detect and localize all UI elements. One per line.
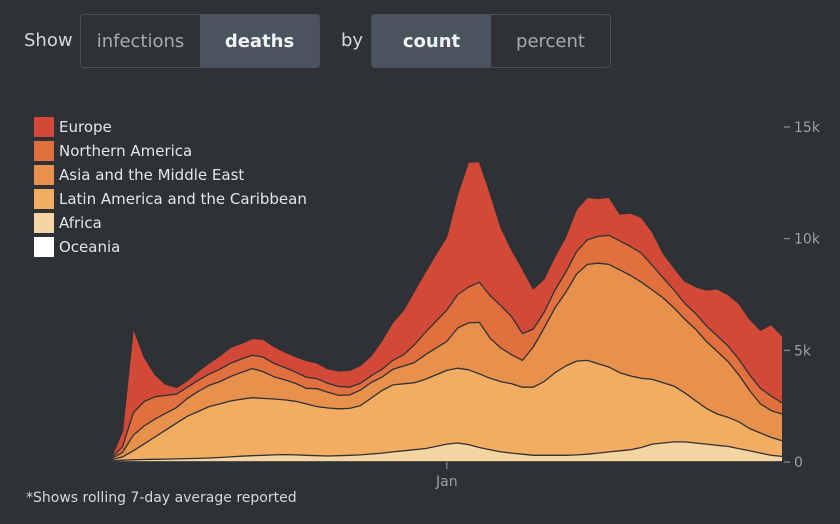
legend-item-oceania: Oceania <box>34 237 120 257</box>
y-tick-label: 5k <box>794 343 812 359</box>
legend-swatch <box>34 165 54 185</box>
legend-item-europe: Europe <box>34 117 112 137</box>
y-axis: 0 5k 10k 15k <box>784 120 821 471</box>
legend-item-asia-and-the-middle-east: Asia and the Middle East <box>34 165 244 185</box>
legend-swatch <box>34 213 54 233</box>
legend-label: Europe <box>59 118 112 136</box>
footnote: *Shows rolling 7-day average reported <box>26 490 297 506</box>
infections-button[interactable]: infections <box>96 30 185 52</box>
boundary-northern-america <box>36 234 783 463</box>
x-axis: Jan <box>435 462 458 490</box>
legend-swatch <box>34 141 54 161</box>
legend-item-africa: Africa <box>34 213 102 233</box>
x-tick-label: Jan <box>435 474 458 490</box>
y-tick-label: 10k <box>794 232 821 248</box>
area-asia-and-the-middle-east <box>36 263 782 462</box>
chart-controls: Show infections deaths by count percent <box>0 0 840 80</box>
legend-label: Asia and the Middle East <box>59 166 244 184</box>
legend: Europe Northern America Asia and the Middl… <box>34 117 307 257</box>
area-latin-america-and-the-caribbean <box>36 360 782 462</box>
legend-swatch <box>34 189 54 209</box>
boundary-europe <box>36 160 783 463</box>
metric-toggle: infections deaths <box>80 14 320 68</box>
legend-label: Latin America and the Caribbean <box>59 190 307 208</box>
percent-button[interactable]: percent <box>516 30 585 52</box>
boundary-latin-america-and-the-caribbean <box>36 359 783 463</box>
show-label: Show <box>24 30 73 51</box>
boundary-africa <box>36 441 783 463</box>
legend-swatch <box>34 117 54 137</box>
area-layers <box>36 160 783 463</box>
legend-item-latin-america-and-the-caribbean: Latin America and the Caribbean <box>34 189 307 209</box>
legend-label: Africa <box>59 214 102 232</box>
area-africa <box>36 441 782 462</box>
y-tick-label: 15k <box>794 120 821 136</box>
legend-label: Oceania <box>59 238 120 256</box>
legend-swatch <box>34 237 54 257</box>
boundary-asia-and-the-middle-east <box>36 262 783 463</box>
by-label: by <box>341 30 364 51</box>
mode-toggle: count percent <box>371 14 611 68</box>
deaths-button[interactable]: deaths <box>200 15 319 67</box>
y-tick-label: 0 <box>794 455 803 471</box>
legend-label: Northern America <box>59 142 192 160</box>
count-button[interactable]: count <box>372 15 491 67</box>
legend-item-northern-america: Northern America <box>34 141 192 161</box>
